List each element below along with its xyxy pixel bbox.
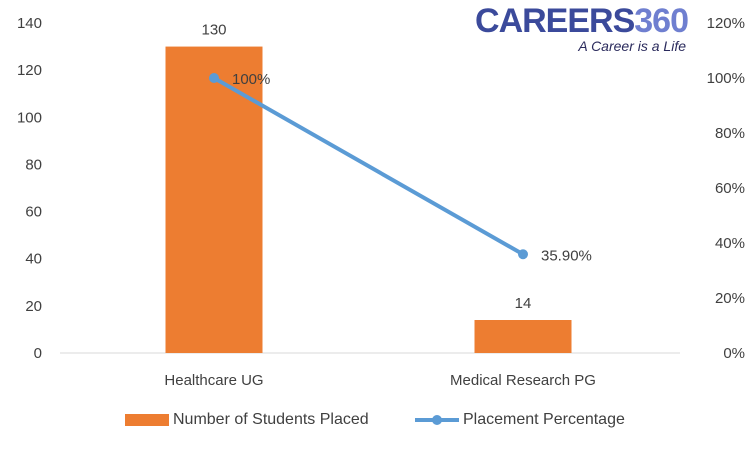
y-left-tick-label: 80 <box>25 156 42 173</box>
legend-line-swatch <box>415 414 459 426</box>
legend-label-line: Placement Percentage <box>463 411 625 428</box>
y-left-tick-label: 60 <box>25 204 42 221</box>
y-right-tick-label: 100% <box>707 70 745 87</box>
y-left-tick-label: 100 <box>17 109 42 126</box>
y-left-tick-label: 120 <box>17 62 42 79</box>
y-right-tick-label: 60% <box>715 180 745 197</box>
bar-data-label: 130 <box>201 22 226 39</box>
y-right-tick-label: 20% <box>715 290 745 307</box>
y-left-tick-label: 0 <box>34 345 42 362</box>
logo-number-text: 360 <box>634 2 689 40</box>
x-tick-label: Medical Research PG <box>450 372 596 389</box>
legend-item-line: Placement Percentage <box>415 408 625 432</box>
y-left-tick-label: 20 <box>25 298 42 315</box>
line-data-label: 100% <box>232 71 270 88</box>
logo-wordmark: CAREERS360 <box>475 2 689 41</box>
y-right-tick-label: 40% <box>715 235 745 252</box>
logo-tagline: A Career is a Life <box>578 38 686 54</box>
logo-main-text: CAREERS <box>475 2 635 40</box>
chart-legend: Number of Students Placed Placement Perc… <box>0 408 750 432</box>
bar-medical-research-pg <box>474 320 572 353</box>
bar-healthcare-ug <box>165 46 263 353</box>
line-data-label: 35.90% <box>541 247 592 264</box>
y-right-tick-label: 120% <box>707 15 745 32</box>
y-left-tick-label: 140 <box>17 15 42 32</box>
y-right-tick-label: 0% <box>723 345 745 362</box>
line-point <box>209 73 219 83</box>
y-right-tick-label: 80% <box>715 125 745 142</box>
bar-data-label: 14 <box>515 295 532 312</box>
legend-bar-swatch <box>125 414 169 426</box>
x-tick-label: Healthcare UG <box>164 372 263 389</box>
legend-item-bars: Number of Students Placed <box>125 408 369 432</box>
line-point <box>518 249 528 260</box>
careers360-logo: CAREERS360 A Career is a Life <box>475 2 700 62</box>
line-placement-percentage <box>212 76 525 257</box>
legend-label-bars: Number of Students Placed <box>173 411 369 428</box>
y-left-tick-label: 40 <box>25 251 42 268</box>
